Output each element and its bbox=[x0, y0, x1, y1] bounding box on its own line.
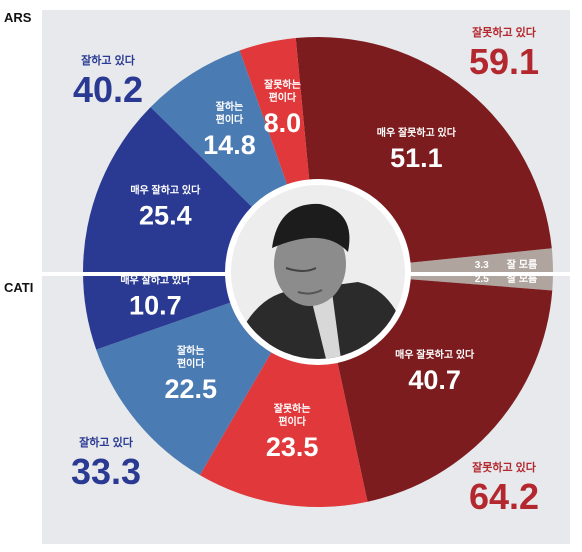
portrait-photo bbox=[225, 179, 411, 365]
slice-value-ars-very-good: 25.4 bbox=[139, 200, 192, 230]
unknown-value-ars: 3.3 bbox=[475, 260, 489, 271]
total-label-cati-positive: 잘하고 있다 bbox=[79, 435, 134, 449]
slice-label-ars-very-bad: 매우 잘못하고 있다 bbox=[377, 126, 457, 139]
unknown-label-ars: 잘 모름 bbox=[507, 259, 537, 271]
total-value-cati-negative: 64.2 bbox=[469, 476, 539, 517]
survey-label-ars: ARS bbox=[4, 10, 32, 25]
slice-label-cati-somewhat-good: 편이다 bbox=[177, 357, 205, 370]
total-label-ars-positive: 잘하고 있다 bbox=[81, 53, 136, 67]
slice-value-cati-somewhat-bad: 23.5 bbox=[266, 432, 319, 462]
total-label-ars-negative: 잘못하고 있다 bbox=[472, 25, 537, 39]
slice-value-ars-very-bad: 51.1 bbox=[390, 143, 443, 173]
slice-label-ars-somewhat-good: 편이다 bbox=[216, 113, 244, 126]
slice-label-cati-very-good: 매우 잘하고 있다 bbox=[120, 274, 191, 287]
unknown-label-cati: 잘 모름 bbox=[507, 273, 537, 285]
slice-value-ars-somewhat-bad: 8.0 bbox=[264, 108, 302, 138]
slice-label-ars-somewhat-bad: 잘못하는 bbox=[264, 78, 301, 91]
total-label-cati-negative: 잘못하고 있다 bbox=[472, 460, 537, 474]
slice-value-ars-somewhat-good: 14.8 bbox=[203, 130, 256, 160]
slice-value-cati-very-bad: 40.7 bbox=[408, 365, 461, 395]
slice-label-cati-somewhat-bad: 편이다 bbox=[278, 415, 306, 428]
slice-label-ars-very-good: 매우 잘하고 있다 bbox=[130, 183, 201, 196]
slice-label-cati-somewhat-bad: 잘못하는 bbox=[274, 402, 311, 415]
survey-label-cati: CATI bbox=[4, 280, 33, 295]
total-value-ars-positive: 40.2 bbox=[73, 69, 143, 110]
slice-value-cati-very-good: 10.7 bbox=[129, 291, 182, 321]
total-value-cati-positive: 33.3 bbox=[71, 451, 141, 492]
slice-label-cati-somewhat-good: 잘하는 bbox=[177, 344, 205, 357]
slice-value-cati-somewhat-good: 22.5 bbox=[164, 374, 217, 404]
slice-label-cati-very-bad: 매우 잘못하고 있다 bbox=[395, 348, 475, 361]
slice-label-ars-somewhat-bad: 편이다 bbox=[269, 91, 297, 104]
slice-label-ars-somewhat-good: 잘하는 bbox=[216, 100, 244, 113]
unknown-value-cati: 2.5 bbox=[475, 274, 489, 285]
total-value-ars-negative: 59.1 bbox=[469, 41, 539, 82]
